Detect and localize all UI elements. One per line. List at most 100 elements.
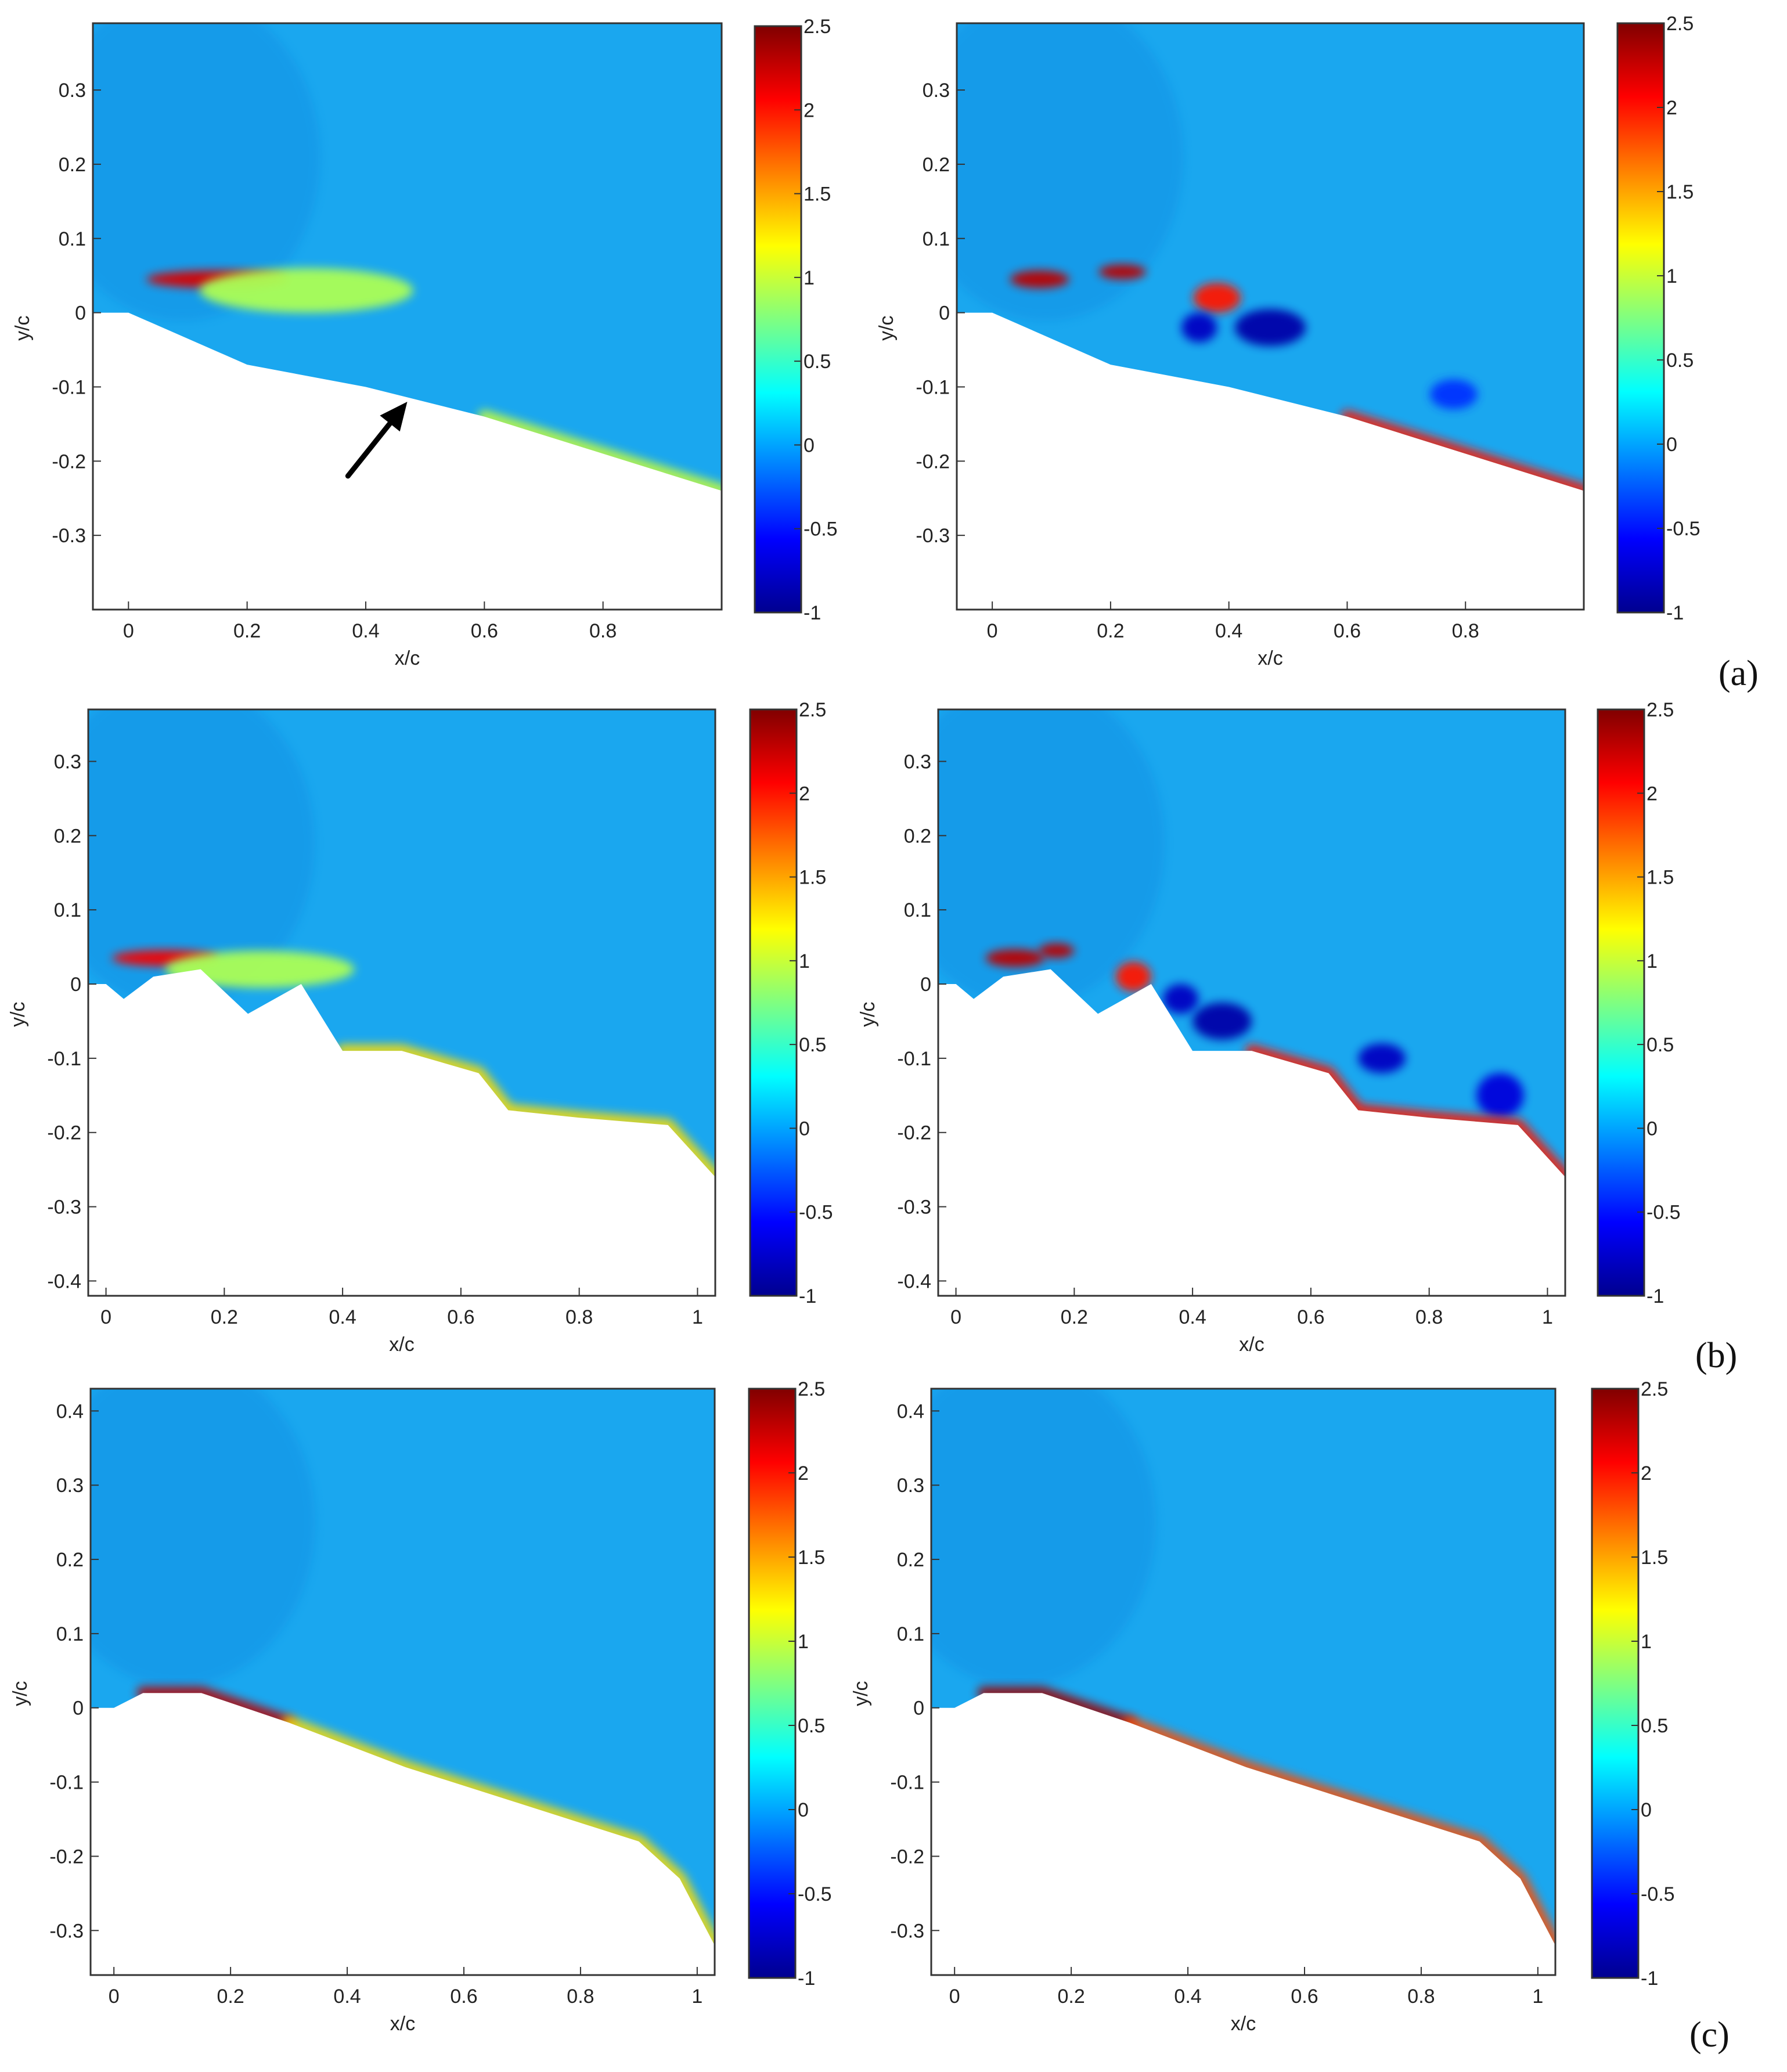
- y-tick-label: -0.4: [47, 1270, 81, 1292]
- y-tick-label: 0.1: [897, 1623, 924, 1645]
- vorticity-blob: [1193, 283, 1241, 313]
- colorbar-tick-label: -1: [799, 1285, 816, 1307]
- plot-frame: [956, 22, 1585, 611]
- colorbar-tick-label: 1: [1647, 950, 1658, 972]
- x-tick-label: 0.8: [565, 1306, 593, 1328]
- colorbar-tick-label: 0: [798, 1799, 809, 1821]
- y-tick-label: 0.1: [59, 228, 86, 250]
- x-tick-label: 1: [1532, 1985, 1543, 2008]
- colorbar-tick-label: 1: [804, 267, 815, 289]
- y-tick-label: -0.2: [897, 1122, 931, 1144]
- vorticity-blob: [1098, 264, 1147, 280]
- colorbar: -1 -0.5 0 0.5 1 1.5 2 2.5: [754, 16, 838, 624]
- y-tick-label: -0.3: [52, 525, 86, 547]
- colorbar-tick-label: 0: [1666, 434, 1677, 456]
- row-label: (c): [1689, 2015, 1730, 2055]
- airfoil-body: [931, 1693, 1555, 1975]
- vorticity-blob: [1115, 961, 1151, 992]
- y-tick-label: -0.3: [47, 1197, 81, 1219]
- y-tick-label: -0.1: [49, 1772, 84, 1794]
- colorbar-tick-label: 1: [798, 1631, 809, 1653]
- vorticity-blob: [1163, 984, 1199, 1014]
- x-tick-label: 1: [691, 1985, 702, 2008]
- y-tick-label: 0.3: [897, 1475, 924, 1497]
- panel-4: 0 0.2 0.4 0.6 0.8 1 -0.4 -0.3 -0.2 -0.1 0 0.1 0.2 0.3…: [857, 699, 1681, 1356]
- colorbar-tick-label: 2.5: [804, 16, 831, 38]
- colorbar-tick-label: 0: [1641, 1799, 1652, 1821]
- arrow-annotation: [345, 402, 408, 479]
- colorbar-tick-label: 0.5: [799, 1034, 826, 1056]
- colorbar-tick-label: -1: [1647, 1285, 1664, 1307]
- y-tick-label: 0.3: [56, 1475, 84, 1497]
- colorbar: -1 -0.5 0 0.5 1 1.5 2 2.5: [749, 699, 833, 1307]
- y-axis-label: y/c: [850, 1681, 872, 1706]
- colorbar-tick-label: 1: [1666, 265, 1677, 287]
- colorbar-tick-label: 0.5: [804, 351, 831, 373]
- x-tick-label: 0.2: [1097, 620, 1124, 642]
- low-velocity-region: [93, 23, 320, 321]
- y-tick-label: -0.2: [916, 451, 950, 473]
- colorbar-tick-label: -0.5: [799, 1202, 833, 1224]
- colorbar-tick-label: -1: [1666, 602, 1684, 624]
- y-tick-label: 0.1: [54, 899, 81, 921]
- x-tick-label: 0.4: [1179, 1306, 1206, 1328]
- vorticity-blob: [1476, 1073, 1524, 1118]
- x-tick-label: 1: [1542, 1306, 1553, 1328]
- colorbar-tick-label: 0: [799, 1118, 810, 1140]
- colorbar-tick-label: 2: [1647, 783, 1658, 805]
- colorbar-tick-label: 0: [1647, 1118, 1658, 1140]
- x-tick-label: 0.4: [1174, 1985, 1201, 2008]
- x-tick-label: 0.2: [233, 620, 261, 642]
- y-tick-label: -0.2: [49, 1846, 84, 1868]
- low-velocity-region: [88, 709, 315, 1007]
- colorbar-tick-label: -0.5: [804, 518, 838, 540]
- low-velocity-region: [957, 23, 1184, 321]
- vorticity-blob: [165, 950, 355, 988]
- x-tick-label: 0: [100, 1306, 111, 1328]
- x-tick-label: 0.2: [1061, 1306, 1088, 1328]
- colorbar-tick-label: -0.5: [1647, 1202, 1681, 1224]
- y-tick-label: 0.1: [923, 228, 950, 250]
- y-tick-label: -0.1: [890, 1772, 924, 1794]
- colorbar-tick-label: 1.5: [1647, 867, 1674, 889]
- colorbar-tick-label: 2.5: [798, 1378, 825, 1400]
- x-tick-label: 0.6: [1291, 1985, 1318, 2008]
- y-tick-label: 0.3: [904, 751, 931, 773]
- y-tick-label: 0.4: [56, 1400, 84, 1422]
- vorticity-blob: [1234, 309, 1306, 347]
- y-tick-label: 0.1: [56, 1623, 84, 1645]
- x-axis-label: x/c: [389, 1334, 414, 1356]
- y-tick-label: -0.3: [890, 1920, 924, 1942]
- plot-frame: [92, 22, 723, 611]
- y-tick-label: 0.1: [904, 899, 931, 921]
- vorticity-blob: [1010, 270, 1069, 289]
- y-tick-label: 0.2: [923, 154, 950, 176]
- vorticity-blob: [1358, 1043, 1406, 1073]
- y-tick-label: 0.2: [56, 1549, 84, 1571]
- y-tick-label: -0.2: [52, 451, 86, 473]
- colorbar-gradient: [749, 708, 798, 1297]
- x-tick-label: 0.4: [333, 1985, 361, 2008]
- vorticity-blob: [1181, 312, 1217, 343]
- x-tick-label: 0: [109, 1985, 120, 2008]
- colorbar-tick-label: -0.5: [1666, 518, 1700, 540]
- colorbar-tick-label: 2: [804, 99, 815, 121]
- x-tick-label: 0.4: [1215, 620, 1242, 642]
- colorbar-tick-label: -0.5: [1641, 1883, 1675, 1905]
- colorbar-tick-label: 1.5: [799, 867, 826, 889]
- y-tick-label: 0: [75, 302, 86, 325]
- airfoil-body: [91, 1693, 715, 1975]
- vorticity-blob: [1039, 943, 1075, 958]
- colorbar-tick-label: 1.5: [804, 183, 831, 206]
- colorbar-tick-label: 2.5: [1647, 699, 1674, 721]
- y-axis-label: y/c: [9, 1681, 31, 1706]
- panel-1: 0 0.2 0.4 0.6 0.8 -0.3 -0.2 -0.1 0 0.1 0.2 0.3 x/c y/…: [12, 16, 838, 669]
- y-tick-label: -0.4: [897, 1270, 931, 1292]
- colorbar-tick-label: 0.5: [1647, 1034, 1674, 1056]
- colorbar-tick-label: 2: [798, 1462, 809, 1484]
- y-tick-label: 0: [920, 974, 931, 996]
- y-tick-label: 0.3: [923, 80, 950, 102]
- colorbar-tick-label: 1: [1641, 1631, 1652, 1653]
- colorbar-tick-label: 2: [1641, 1462, 1652, 1484]
- x-tick-label: 0.4: [352, 620, 379, 642]
